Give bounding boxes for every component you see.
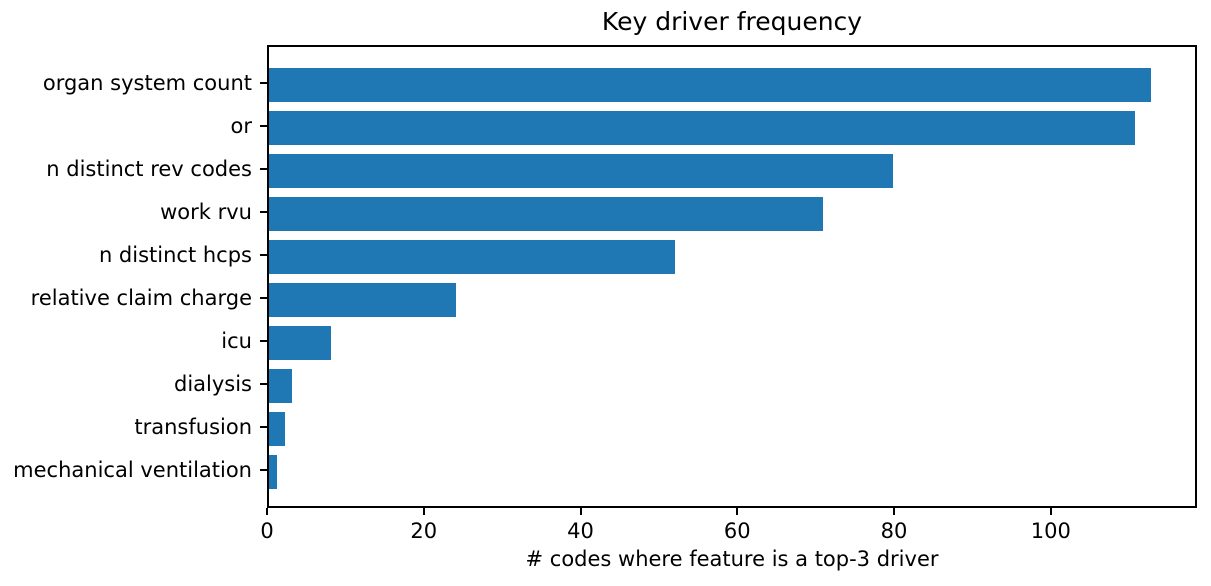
ytick-label: dialysis (173, 371, 252, 396)
plot-area (267, 45, 1197, 508)
xtick-mark (422, 508, 425, 515)
xtick-label: 100 (1030, 519, 1071, 543)
bar-mechanical-ventilation (269, 454, 277, 489)
ytick-label: n distinct hcps (98, 243, 252, 267)
ytick-label: mechanical ventilation (13, 457, 252, 482)
ytick-label: organ system count (42, 71, 252, 96)
bar-relative-claim-charge (269, 282, 457, 318)
ytick-mark (260, 296, 267, 299)
ytick-label: or (230, 114, 252, 139)
ytick-mark (260, 382, 267, 385)
ytick-mark (260, 339, 267, 342)
xtick-mark (579, 508, 582, 515)
bar-n-distinct-rev-codes (269, 153, 894, 189)
ytick-mark (260, 82, 267, 85)
bar-or (269, 110, 1136, 146)
xtick-label: 80 (880, 519, 908, 543)
bar-dialysis (269, 368, 293, 404)
bar-work-rvu (269, 196, 824, 232)
bar-organ-system-count (269, 68, 1151, 103)
bar-icu (269, 325, 332, 361)
xtick-label: 40 (567, 519, 594, 543)
ytick-mark (260, 254, 267, 256)
xtick-mark (1049, 508, 1052, 515)
xtick-label: 0 (260, 519, 274, 543)
ytick-mark (260, 468, 267, 471)
ytick-label: n distinct rev codes (46, 157, 252, 182)
xtick-mark (893, 508, 896, 515)
xtick-mark (736, 508, 739, 515)
ytick-mark (260, 125, 267, 128)
ytick-label: transfusion (134, 414, 252, 439)
chart-title: Key driver frequency (601, 7, 863, 36)
bar-n-distinct-hcps (269, 239, 675, 275)
ytick-label: relative claim charge (30, 285, 252, 310)
xtick-label: 60 (723, 519, 751, 543)
x-axis-label: # codes where feature is a top-3 driver (525, 547, 939, 571)
ytick-mark (260, 425, 267, 428)
bar-transfusion (269, 411, 285, 446)
xtick-mark (266, 508, 268, 515)
ytick-label: work rvu (160, 200, 252, 225)
ytick-label: icu (221, 328, 252, 353)
xtick-label: 20 (410, 519, 438, 543)
ytick-mark (260, 168, 267, 171)
ytick-mark (260, 211, 267, 214)
